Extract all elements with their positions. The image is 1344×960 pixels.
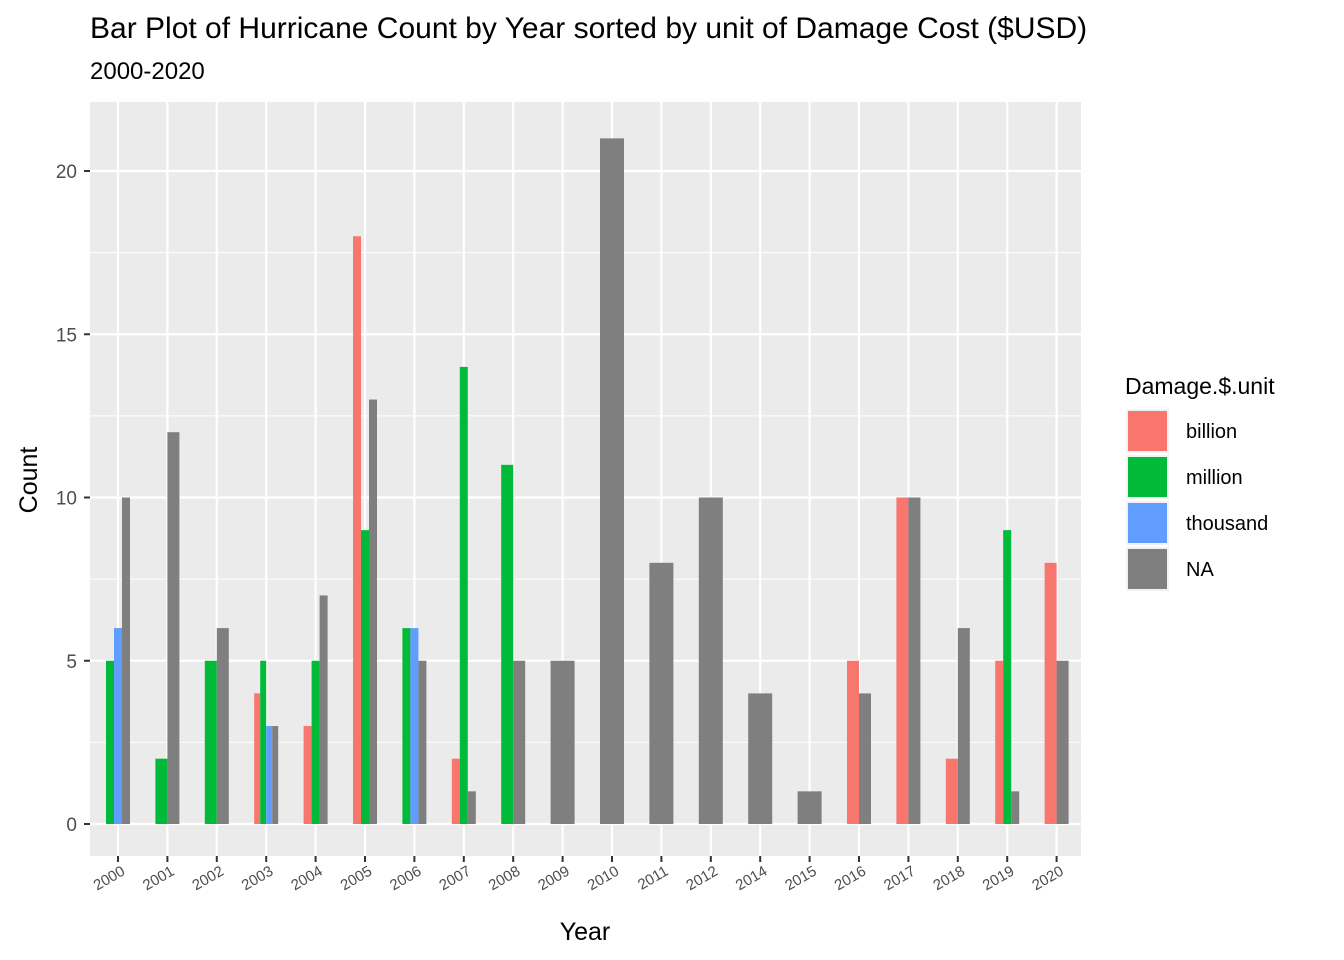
x-tick-label: 2019 bbox=[980, 863, 1017, 894]
bar-2008-million bbox=[501, 464, 514, 824]
x-tick-label: 2004 bbox=[288, 863, 325, 894]
x-tick-label: 2012 bbox=[683, 863, 720, 894]
bar-2005-million bbox=[361, 530, 369, 824]
bar-2015-na bbox=[797, 791, 822, 824]
x-tick-label: 2020 bbox=[1029, 863, 1066, 894]
legend: Damage.$.unit billion million thousand NA bbox=[1125, 373, 1275, 591]
x-tick-label: 2014 bbox=[733, 863, 770, 894]
bar-2004-million bbox=[311, 660, 320, 824]
bar-2006-million bbox=[402, 628, 411, 824]
legend-key-na bbox=[1128, 549, 1167, 589]
bar-2014-na bbox=[748, 693, 773, 824]
bar-2010-na bbox=[600, 138, 624, 825]
bar-2018-na bbox=[957, 628, 970, 824]
bar-2000-million bbox=[106, 660, 114, 824]
bar-2003-million bbox=[260, 660, 267, 824]
bar-2004-billion bbox=[303, 726, 312, 824]
y-tick-label: 5 bbox=[66, 652, 77, 673]
bar-2008-na bbox=[513, 660, 526, 824]
legend-key-million bbox=[1128, 457, 1167, 497]
bar-2002-na bbox=[216, 628, 229, 824]
x-tick-label: 2007 bbox=[436, 863, 473, 894]
bars-group bbox=[106, 138, 1069, 825]
bar-2016-na bbox=[859, 693, 871, 824]
legend-label-million: million bbox=[1186, 467, 1243, 489]
x-tick-label: 2006 bbox=[387, 863, 424, 894]
bar-2005-na bbox=[369, 399, 377, 824]
bar-2019-million bbox=[1003, 530, 1012, 824]
legend-label-billion: billion bbox=[1186, 421, 1237, 443]
bar-2001-million bbox=[155, 758, 168, 824]
x-tick-label: 2011 bbox=[635, 863, 671, 894]
legend-key-thousand bbox=[1128, 503, 1167, 543]
y-tick-label: 15 bbox=[56, 325, 77, 346]
legend-title: Damage.$.unit bbox=[1125, 373, 1275, 399]
x-tick-label: 2016 bbox=[832, 863, 869, 894]
y-axis-title: Count bbox=[15, 447, 43, 514]
bar-2006-na bbox=[418, 660, 427, 824]
bar-2011-na bbox=[649, 562, 674, 824]
x-tick-label: 2008 bbox=[486, 863, 523, 894]
bar-2006-thousand bbox=[410, 628, 419, 824]
chart-subtitle: 2000-2020 bbox=[90, 58, 205, 85]
x-tick-label: 2005 bbox=[338, 863, 375, 894]
bar-2019-billion bbox=[995, 660, 1004, 824]
x-tick-label: 2001 bbox=[140, 863, 177, 894]
chart-title: Bar Plot of Hurricane Count by Year sort… bbox=[90, 12, 1088, 45]
y-tick-label: 0 bbox=[66, 815, 77, 836]
bar-2002-million bbox=[204, 660, 217, 824]
bar-2012-na bbox=[698, 497, 723, 824]
x-tick-label: 2002 bbox=[189, 863, 226, 894]
x-tick-label: 2010 bbox=[585, 863, 622, 894]
bar-2020-na bbox=[1056, 660, 1069, 824]
legend-label-thousand: thousand bbox=[1186, 513, 1268, 535]
x-axis-title: Year bbox=[560, 918, 611, 946]
y-tick-label: 10 bbox=[56, 489, 77, 510]
y-tick-label: 20 bbox=[56, 162, 77, 183]
legend-label-na: NA bbox=[1186, 559, 1214, 581]
bar-2003-thousand bbox=[266, 726, 273, 824]
bar-2007-million bbox=[459, 366, 468, 824]
bar-2004-na bbox=[319, 595, 328, 824]
x-tick-label: 2003 bbox=[239, 863, 276, 894]
bar-2001-na bbox=[167, 432, 180, 824]
bar-2017-billion bbox=[896, 497, 909, 824]
x-tick-label: 2017 bbox=[881, 863, 918, 894]
legend-key-billion bbox=[1128, 411, 1167, 451]
x-tick-label: 2009 bbox=[535, 863, 572, 894]
bar-2018-billion bbox=[945, 758, 958, 824]
bar-2007-na bbox=[467, 791, 476, 824]
x-tick-label: 2000 bbox=[91, 863, 128, 894]
bar-2003-na bbox=[272, 726, 279, 824]
bar-2007-billion bbox=[451, 758, 460, 824]
bar-2017-na bbox=[908, 497, 921, 824]
bar-2005-billion bbox=[353, 236, 361, 825]
bar-2016-billion bbox=[847, 660, 859, 824]
bar-2009-na bbox=[550, 660, 575, 824]
x-tick-label: 2018 bbox=[930, 863, 967, 894]
bar-2003-billion bbox=[254, 693, 261, 824]
bar-2000-thousand bbox=[114, 628, 122, 824]
bar-2000-na bbox=[122, 497, 130, 824]
x-tick-label: 2015 bbox=[782, 863, 819, 894]
bar-2019-na bbox=[1011, 791, 1020, 824]
bar-2020-billion bbox=[1044, 562, 1057, 824]
